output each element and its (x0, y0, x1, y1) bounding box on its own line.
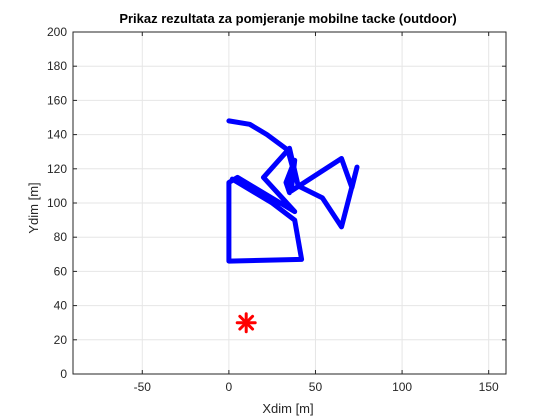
y-tick-label: 20 (54, 333, 68, 347)
plot-data (226, 118, 360, 334)
x-tick-label: 0 (226, 380, 233, 394)
y-tick-label: 80 (54, 230, 68, 244)
x-axis-label: Xdim [m] (262, 401, 313, 416)
x-tick-label: 50 (309, 380, 323, 394)
grid-lines (73, 31, 506, 375)
x-tick-label: -50 (134, 380, 152, 394)
y-tick-label: 140 (47, 128, 67, 142)
y-tick-label: 60 (54, 264, 68, 278)
trajectory-line (226, 118, 360, 264)
y-axis-label: Ydim [m] (26, 182, 41, 233)
y-tick-label: 40 (54, 299, 68, 313)
chart-title: Prikaz rezultata za pomjeranje mobilne t… (119, 11, 456, 26)
y-tick-label: 100 (47, 196, 67, 210)
x-tick-label: 100 (392, 380, 412, 394)
axis-ticks: -50 0 50 100 150 0 20 40 60 80 100 120 140 160 180 200 (47, 25, 506, 394)
y-tick-label: 0 (60, 367, 67, 381)
x-tick-label: 150 (479, 380, 499, 394)
target-point-marker (235, 312, 257, 334)
y-tick-label: 160 (47, 93, 67, 107)
y-tick-label: 180 (47, 59, 67, 73)
y-tick-label: 120 (47, 162, 67, 176)
y-tick-label: 200 (47, 25, 67, 39)
